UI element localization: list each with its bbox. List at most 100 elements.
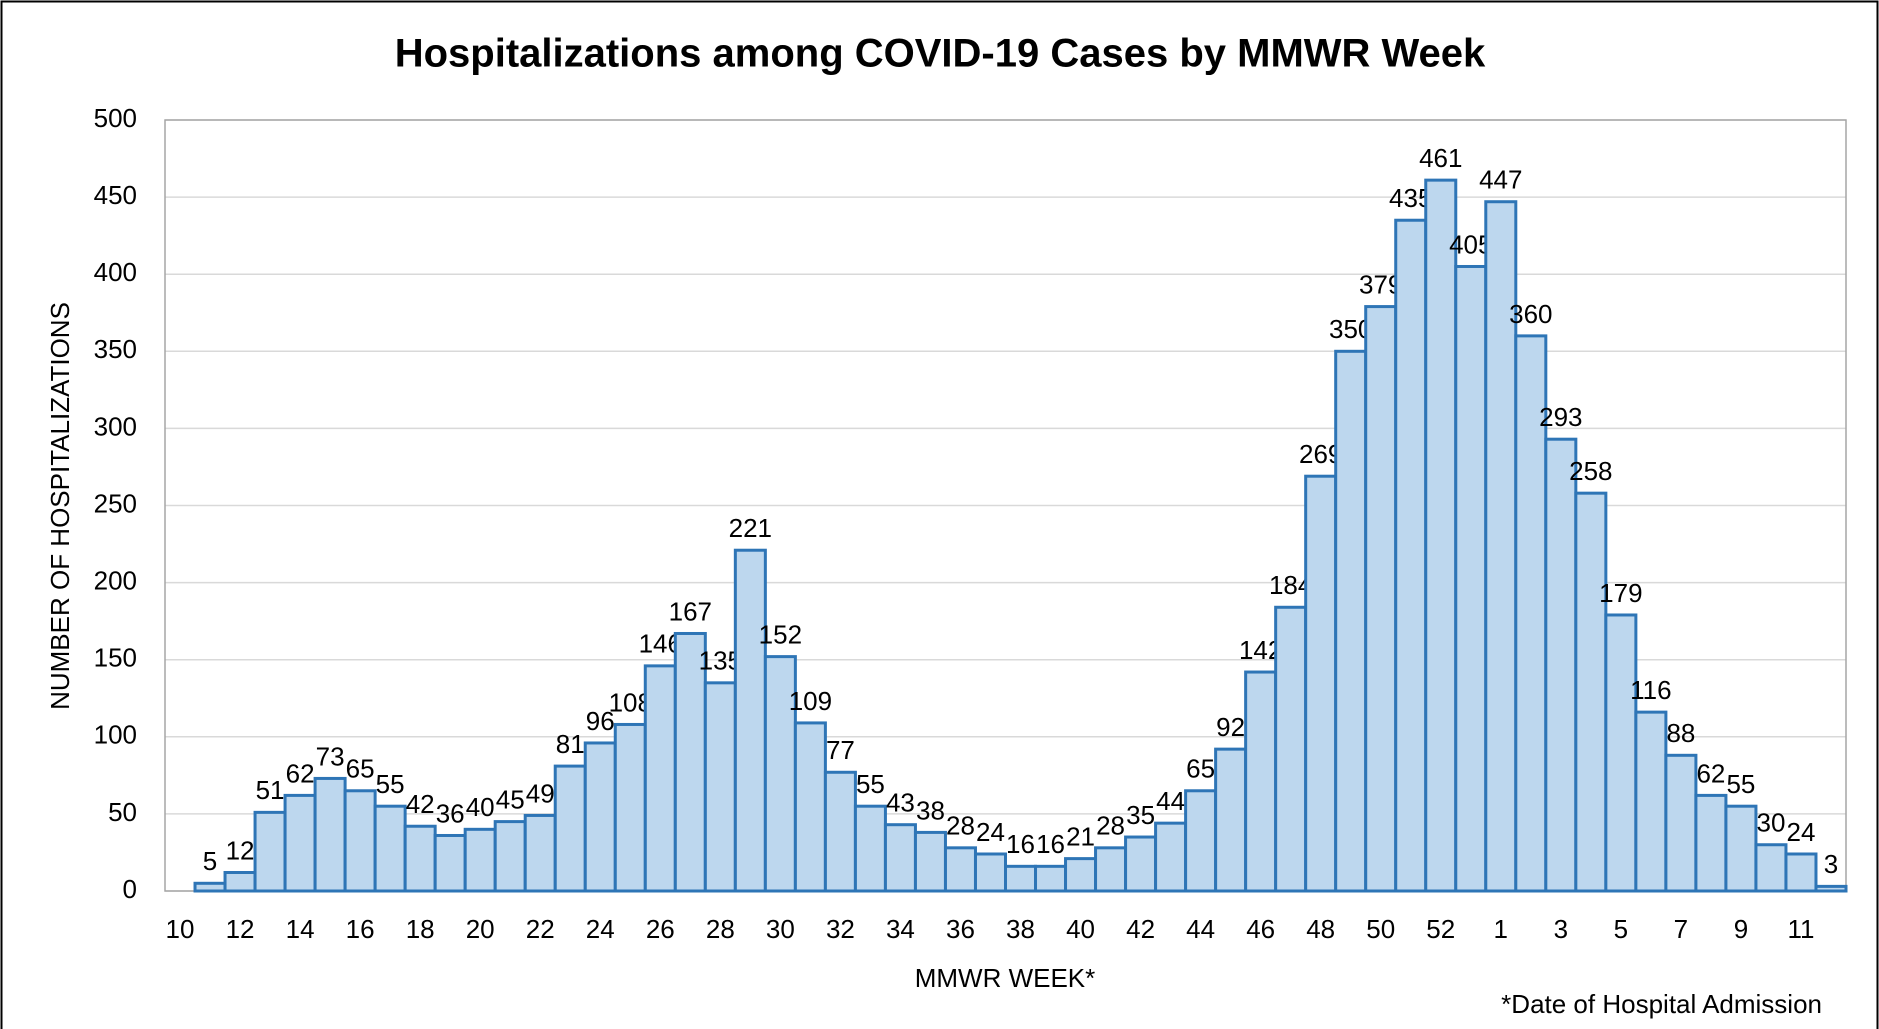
data-label: 65 <box>346 754 375 784</box>
bar <box>763 655 797 893</box>
data-label: 24 <box>976 817 1005 847</box>
x-tick-label: 48 <box>1306 914 1335 944</box>
x-tick-label: 7 <box>1674 914 1688 944</box>
x-tick-label: 14 <box>286 914 315 944</box>
bar <box>1274 605 1308 893</box>
data-label: 3 <box>1824 849 1838 879</box>
bar <box>253 810 287 893</box>
bar <box>1214 747 1248 893</box>
data-label: 28 <box>946 811 975 841</box>
data-label: 36 <box>436 798 465 828</box>
data-label: 45 <box>496 784 525 814</box>
data-label: 42 <box>406 789 435 819</box>
data-label: 28 <box>1096 811 1125 841</box>
bar <box>283 793 317 893</box>
x-tick-label: 30 <box>766 914 795 944</box>
data-label: 77 <box>826 735 855 765</box>
x-tick-label: 1 <box>1494 914 1508 944</box>
x-tick-label: 22 <box>526 914 555 944</box>
x-tick-label: 52 <box>1426 914 1455 944</box>
data-label: 447 <box>1479 165 1522 195</box>
bar <box>1064 857 1098 893</box>
x-tick-label: 3 <box>1554 914 1568 944</box>
bar <box>1034 864 1068 893</box>
data-label: 55 <box>1726 769 1755 799</box>
bar <box>673 631 707 893</box>
bar <box>1754 843 1788 893</box>
data-label: 360 <box>1509 299 1552 329</box>
data-label: 51 <box>256 775 285 805</box>
bar <box>1604 613 1638 893</box>
data-label: 92 <box>1216 712 1245 742</box>
data-label: 21 <box>1066 821 1095 851</box>
data-label: 96 <box>586 706 615 736</box>
y-tick-label: 100 <box>94 720 137 750</box>
y-tick-label: 500 <box>94 103 137 133</box>
bar <box>1304 474 1338 893</box>
bar <box>1364 305 1398 893</box>
y-tick-label: 450 <box>94 180 137 210</box>
bar <box>1814 884 1848 893</box>
bar <box>733 548 767 893</box>
bar <box>1574 491 1608 893</box>
x-tick-label: 16 <box>346 914 375 944</box>
x-tick-label: 11 <box>1787 914 1814 944</box>
bar <box>1094 846 1128 893</box>
bar <box>883 823 917 893</box>
bar <box>1514 334 1548 893</box>
y-tick-label: 250 <box>94 488 137 518</box>
y-tick-label: 0 <box>123 874 137 904</box>
data-label: 49 <box>526 778 555 808</box>
bar <box>1184 789 1218 893</box>
x-tick-label: 24 <box>586 914 615 944</box>
data-label: 35 <box>1126 800 1155 830</box>
y-tick-label: 300 <box>94 411 137 441</box>
y-tick-label: 200 <box>94 565 137 595</box>
bar <box>583 741 617 893</box>
data-label: 461 <box>1419 143 1462 173</box>
x-tick-label: 46 <box>1246 914 1275 944</box>
data-label: 88 <box>1666 718 1695 748</box>
chart-title: Hospitalizations among COVID-19 Cases by… <box>395 32 1486 76</box>
bar <box>613 722 647 893</box>
data-label: 24 <box>1787 817 1816 847</box>
x-tick-label: 34 <box>886 914 915 944</box>
data-label: 62 <box>286 758 315 788</box>
bar <box>913 830 947 893</box>
bar <box>1004 864 1038 893</box>
data-label: 73 <box>316 741 345 771</box>
data-label: 65 <box>1186 754 1215 784</box>
x-tick-label: 28 <box>706 914 735 944</box>
y-tick-label: 350 <box>94 334 137 364</box>
data-label: 55 <box>856 769 885 799</box>
data-label: 62 <box>1696 758 1725 788</box>
x-tick-label: 32 <box>826 914 855 944</box>
data-label: 16 <box>1036 829 1065 859</box>
x-tick-label: 10 <box>166 914 195 944</box>
bar <box>793 721 827 893</box>
bar <box>373 804 407 893</box>
bar <box>433 833 467 893</box>
x-tick-label: 42 <box>1126 914 1155 944</box>
bar <box>1484 200 1518 893</box>
x-tick-label: 9 <box>1734 914 1748 944</box>
data-label: 44 <box>1156 786 1185 816</box>
x-tick-label: 5 <box>1614 914 1628 944</box>
data-label: 40 <box>466 792 495 822</box>
data-label: 167 <box>669 596 712 626</box>
bar <box>1544 437 1578 893</box>
data-label: 179 <box>1599 578 1642 608</box>
bar <box>403 824 437 893</box>
data-label: 152 <box>759 619 802 649</box>
footnote: *Date of Hospital Admission <box>1501 989 1822 1019</box>
bar <box>1784 852 1818 893</box>
bar <box>643 664 677 893</box>
x-tick-label: 40 <box>1066 914 1095 944</box>
bar <box>1334 349 1368 893</box>
bar <box>1154 821 1188 893</box>
x-tick-label: 26 <box>646 914 675 944</box>
bar <box>1664 753 1698 893</box>
y-tick-label: 150 <box>94 643 137 673</box>
